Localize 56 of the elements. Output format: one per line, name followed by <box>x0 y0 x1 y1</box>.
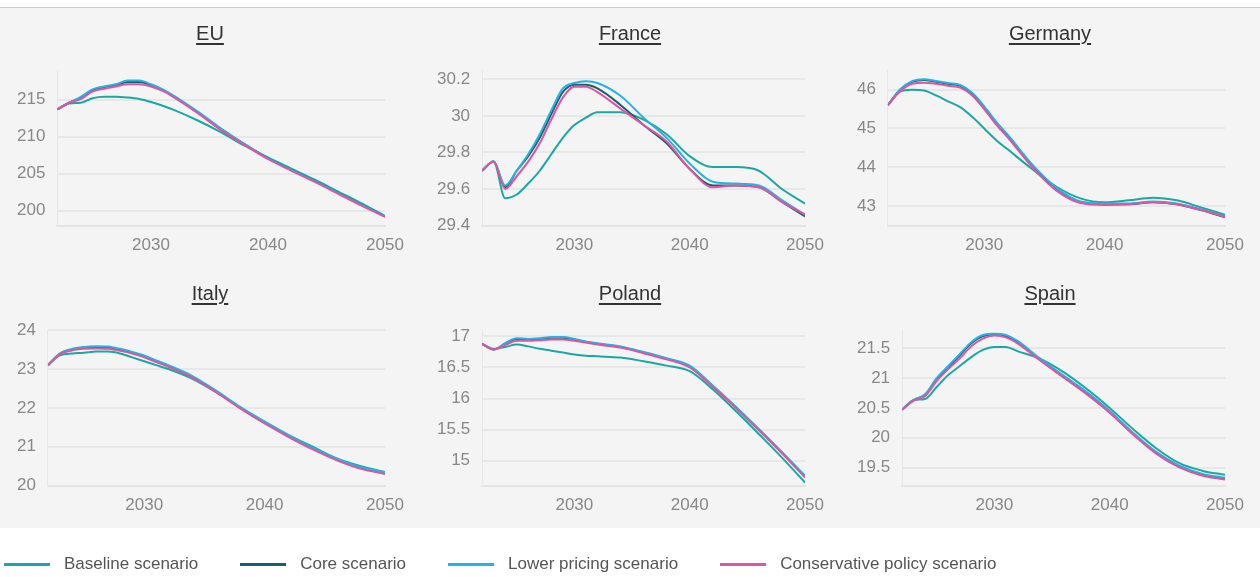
legend-label: Core scenario <box>300 554 407 574</box>
chart-title: EU <box>195 22 225 45</box>
y-tick-label: 29.4 <box>436 215 471 235</box>
x-tick-label: 2040 <box>670 235 709 255</box>
y-tick-label: 21 <box>871 367 891 387</box>
chart-title: Poland <box>597 282 663 305</box>
y-tick-label: 20 <box>16 475 36 495</box>
chart-title: Germany <box>1007 22 1093 45</box>
x-tick-label: 2030 <box>965 235 1004 255</box>
x-tick-label: 2030 <box>555 495 594 515</box>
y-tick-label: 22 <box>16 397 36 417</box>
y-tick-label: 30 <box>451 105 471 125</box>
x-tick-label: 2030 <box>125 495 164 515</box>
y-tick-label: 215 <box>16 89 46 109</box>
y-tick-label: 15 <box>451 450 471 470</box>
y-tick-label: 24 <box>16 319 36 339</box>
x-tick-label: 2040 <box>670 495 709 515</box>
y-tick-label: 21 <box>16 436 36 456</box>
x-tick-label: 2050 <box>786 235 824 255</box>
y-tick-label: 205 <box>16 163 46 183</box>
chart-title: France <box>597 22 663 45</box>
legend-label: Lower pricing scenario <box>508 554 679 574</box>
x-tick-label: 2030 <box>132 235 170 255</box>
x-tick-label: 2050 <box>1206 235 1244 255</box>
chart-title: Italy <box>190 282 230 305</box>
x-tick-label: 2050 <box>1206 495 1244 515</box>
y-tick-label: 30.2 <box>436 69 471 89</box>
x-tick-label: 2040 <box>1090 495 1129 515</box>
y-tick-label: 44 <box>856 157 876 177</box>
y-tick-label: 29.8 <box>436 142 471 162</box>
x-tick-label: 2050 <box>786 495 824 515</box>
y-tick-label: 45 <box>856 118 876 138</box>
x-tick-label: 2040 <box>1085 235 1124 255</box>
y-tick-label: 29.6 <box>436 178 471 198</box>
y-tick-label: 15.5 <box>436 419 471 439</box>
x-tick-label: 2050 <box>366 495 404 515</box>
y-tick-label: 46 <box>856 79 876 99</box>
y-tick-label: 43 <box>856 195 876 215</box>
chart-title: Spain <box>1023 282 1077 305</box>
y-tick-label: 16 <box>451 388 471 408</box>
x-tick-label: 2040 <box>245 495 284 515</box>
y-tick-label: 17 <box>451 326 471 346</box>
x-tick-label: 2050 <box>366 235 404 255</box>
y-tick-label: 20.5 <box>856 397 891 417</box>
x-tick-label: 2030 <box>975 495 1014 515</box>
legend-label: Conservative policy scenario <box>780 554 997 574</box>
x-tick-label: 2030 <box>555 235 594 255</box>
legend-label: Baseline scenario <box>64 554 199 574</box>
y-tick-label: 20 <box>871 427 891 447</box>
y-tick-label: 16.5 <box>436 357 471 377</box>
y-tick-label: 23 <box>16 358 36 378</box>
x-tick-label: 2040 <box>249 235 287 255</box>
y-tick-label: 19.5 <box>856 457 891 477</box>
y-tick-label: 21.5 <box>856 337 891 357</box>
y-tick-label: 200 <box>16 200 46 220</box>
y-tick-label: 210 <box>16 126 46 146</box>
